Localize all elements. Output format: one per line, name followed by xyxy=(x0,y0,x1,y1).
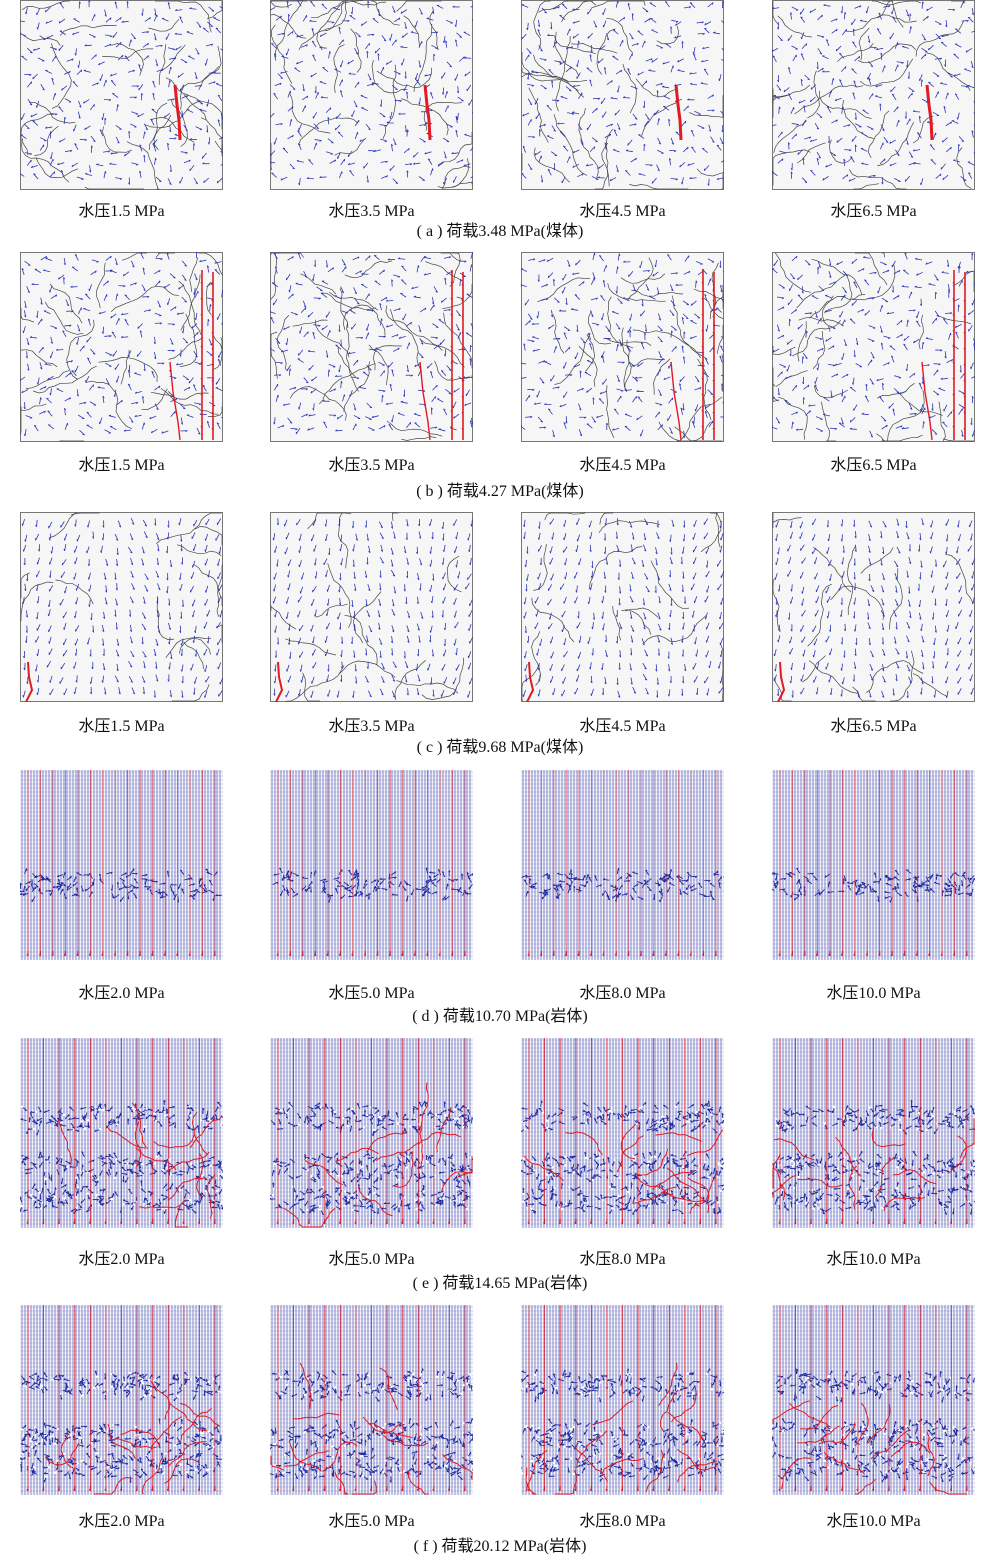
panel-label-b2: 水压3.5 MPa xyxy=(328,457,415,474)
panel-label-b3: 水压4.5 MPa xyxy=(579,457,666,474)
panel-label-a4: 水压6.5 MPa xyxy=(830,203,917,220)
flow-field-panel-e2 xyxy=(270,1038,473,1228)
panel-label-c3: 水压4.5 MPa xyxy=(579,718,666,735)
panel-label-c1: 水压1.5 MPa xyxy=(78,718,165,735)
panel-label-f4: 水压10.0 MPa xyxy=(826,1513,921,1530)
panel-label-d1: 水压2.0 MPa xyxy=(78,985,165,1002)
group-caption-e: ( e ) 荷载14.65 MPa(岩体) xyxy=(412,1275,588,1292)
flow-field-panel-c3 xyxy=(521,512,724,702)
panel-label-a2: 水压3.5 MPa xyxy=(328,203,415,220)
flow-field-panel-e4 xyxy=(772,1038,975,1228)
panel-label-e4: 水压10.0 MPa xyxy=(826,1251,921,1268)
flow-field-panel-f4 xyxy=(772,1305,975,1495)
group-caption-b: ( b ) 荷载4.27 MPa(煤体) xyxy=(416,483,584,500)
flow-field-panel-b2 xyxy=(270,252,473,442)
flow-field-panel-d2 xyxy=(270,770,473,960)
flow-field-panel-a2 xyxy=(270,0,473,190)
group-caption-d: ( d ) 荷载10.70 MPa(岩体) xyxy=(412,1008,588,1025)
panel-label-c4: 水压6.5 MPa xyxy=(830,718,917,735)
flow-field-panel-a1 xyxy=(20,0,223,190)
panel-label-f2: 水压5.0 MPa xyxy=(328,1513,415,1530)
flow-field-panel-b1 xyxy=(20,252,223,442)
panel-label-e1: 水压2.0 MPa xyxy=(78,1251,165,1268)
panel-label-d2: 水压5.0 MPa xyxy=(328,985,415,1002)
panel-label-d4: 水压10.0 MPa xyxy=(826,985,921,1002)
group-caption-a: ( a ) 荷载3.48 MPa(煤体) xyxy=(416,223,584,240)
flow-field-panel-f3 xyxy=(521,1305,724,1495)
flow-field-panel-c1 xyxy=(20,512,223,702)
panel-label-e2: 水压5.0 MPa xyxy=(328,1251,415,1268)
panel-label-e3: 水压8.0 MPa xyxy=(579,1251,666,1268)
panel-label-f1: 水压2.0 MPa xyxy=(78,1513,165,1530)
flow-field-panel-b3 xyxy=(521,252,724,442)
panel-label-d3: 水压8.0 MPa xyxy=(579,985,666,1002)
flow-field-panel-d4 xyxy=(772,770,975,960)
panel-label-a1: 水压1.5 MPa xyxy=(78,203,165,220)
panel-label-a3: 水压4.5 MPa xyxy=(579,203,666,220)
flow-field-panel-f2 xyxy=(270,1305,473,1495)
flow-field-panel-c4 xyxy=(772,512,975,702)
panel-label-c2: 水压3.5 MPa xyxy=(328,718,415,735)
flow-field-panel-d1 xyxy=(20,770,223,960)
flow-field-panel-a4 xyxy=(772,0,975,190)
panel-label-b4: 水压6.5 MPa xyxy=(830,457,917,474)
panel-label-f3: 水压8.0 MPa xyxy=(579,1513,666,1530)
flow-field-panel-d3 xyxy=(521,770,724,960)
flow-field-panel-e3 xyxy=(521,1038,724,1228)
flow-field-panel-a3 xyxy=(521,0,724,190)
flow-field-panel-b4 xyxy=(772,252,975,442)
flow-field-panel-f1 xyxy=(20,1305,223,1495)
flow-field-panel-e1 xyxy=(20,1038,223,1228)
group-caption-f: ( f ) 荷载20.12 MPa(岩体) xyxy=(413,1538,587,1555)
panel-label-b1: 水压1.5 MPa xyxy=(78,457,165,474)
group-caption-c: ( c ) 荷载9.68 MPa(煤体) xyxy=(416,739,584,756)
flow-field-panel-c2 xyxy=(270,512,473,702)
